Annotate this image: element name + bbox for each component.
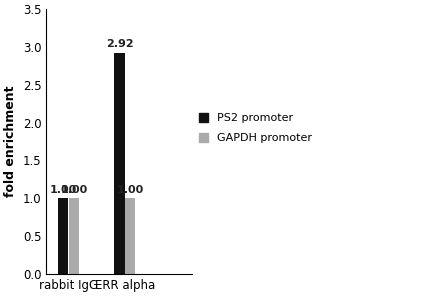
Legend: PS2 promoter, GAPDH promoter: PS2 promoter, GAPDH promoter [199, 113, 312, 144]
Y-axis label: fold enrichment: fold enrichment [4, 86, 17, 197]
Bar [69, 198, 79, 274]
Bar [58, 198, 69, 274]
Text: 1.00: 1.00 [61, 184, 88, 194]
Text: 1.00: 1.00 [50, 184, 77, 194]
Text: 2.92: 2.92 [106, 39, 133, 49]
Text: 1.00: 1.00 [117, 184, 144, 194]
Bar [114, 53, 125, 274]
Bar [125, 198, 135, 274]
